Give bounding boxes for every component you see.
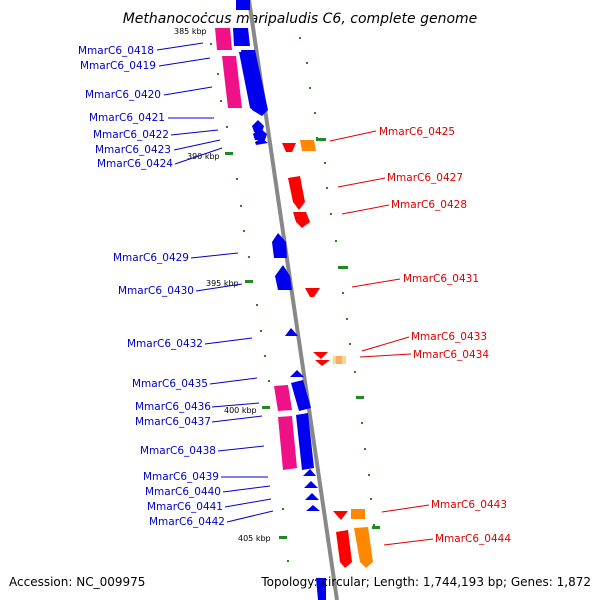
gene-feature-0422[interactable] <box>253 128 267 140</box>
gene-label-0420[interactable]: MmarC6_0420 <box>85 89 161 101</box>
gene-label-0431[interactable]: MmarC6_0431 <box>403 273 479 285</box>
gene-feature-0437-cds[interactable] <box>291 380 311 411</box>
gene-feature-0434-stripe <box>336 356 342 364</box>
gene-label-0441[interactable]: MmarC6_0441 <box>147 501 223 513</box>
gene-feature-0427[interactable] <box>288 176 305 210</box>
gene-feature-0435[interactable] <box>290 370 304 377</box>
gene-feature-0441[interactable] <box>305 493 319 500</box>
gene-feature-0433[interactable] <box>313 352 328 359</box>
right-leader-lines <box>329 130 434 546</box>
left-gene-labels: MmarC6_0418 MmarC6_0419 MmarC6_0420 Mmar… <box>78 45 225 528</box>
gene-feature-0436[interactable] <box>274 385 292 411</box>
gene-label-0427[interactable]: MmarC6_0427 <box>387 172 463 184</box>
gene-feature-0431[interactable] <box>305 288 320 297</box>
gene-label-0444[interactable]: MmarC6_0444 <box>435 533 511 545</box>
ruler-dots <box>205 12 375 562</box>
gene-feature-0419[interactable] <box>222 56 242 108</box>
gene-label-0430[interactable]: MmarC6_0430 <box>118 285 194 297</box>
gene-label-0419[interactable]: MmarC6_0419 <box>80 60 156 72</box>
gene-feature-0438[interactable] <box>296 413 314 470</box>
gene-feature-0430[interactable] <box>275 265 292 290</box>
gene-feature-0425[interactable] <box>300 140 316 151</box>
gene-label-0433[interactable]: MmarC6_0433 <box>411 331 487 343</box>
gene-feature-0434a[interactable] <box>315 360 330 366</box>
gene-label-0435[interactable]: MmarC6_0435 <box>132 378 208 390</box>
gene-feature-0425a[interactable] <box>282 143 296 152</box>
gene-feature-0439[interactable] <box>303 469 316 476</box>
gene-feature-0428[interactable] <box>293 212 310 228</box>
gene-features-middle[interactable] <box>272 233 346 366</box>
tick-label-395: 395 kbp <box>206 279 239 288</box>
gene-label-0440[interactable]: MmarC6_0440 <box>145 486 221 498</box>
gene-feature-0423[interactable] <box>255 138 268 145</box>
gene-feature-0440[interactable] <box>304 481 318 488</box>
gene-label-0436[interactable]: MmarC6_0436 <box>135 401 211 413</box>
gene-feature-0443a[interactable] <box>333 511 348 520</box>
gene-feature-0437[interactable] <box>278 416 297 470</box>
gene-feature-0444[interactable] <box>354 527 373 568</box>
genome-summary-text: Topology: circular; Length: 1,744,193 bp… <box>260 575 591 589</box>
gene-label-0423[interactable]: MmarC6_0423 <box>95 144 171 156</box>
gene-feature-0429[interactable] <box>272 233 287 258</box>
gene-label-0429[interactable]: MmarC6_0429 <box>113 252 189 264</box>
tick-label-385: 385 kbp <box>174 27 207 36</box>
gene-features-lower[interactable] <box>236 0 373 600</box>
gene-label-0422[interactable]: MmarC6_0422 <box>93 129 169 141</box>
gene-feature-0418[interactable] <box>215 28 232 50</box>
gene-label-0434[interactable]: MmarC6_0434 <box>413 349 489 361</box>
gene-label-0443[interactable]: MmarC6_0443 <box>431 499 507 511</box>
accession-text: Accession: NC_009975 <box>9 575 145 589</box>
tick-label-405: 405 kbp <box>238 534 271 543</box>
gene-label-0421[interactable]: MmarC6_0421 <box>89 112 165 124</box>
gene-feature-top[interactable] <box>236 0 250 10</box>
gene-feature-bottom[interactable] <box>316 578 326 600</box>
tick-label-390: 390 kbp <box>187 152 220 161</box>
gene-label-0438[interactable]: MmarC6_0438 <box>140 445 216 457</box>
gene-label-0439[interactable]: MmarC6_0439 <box>143 471 219 483</box>
gene-label-0432[interactable]: MmarC6_0432 <box>127 338 203 350</box>
gene-feature-0442[interactable] <box>306 505 320 511</box>
right-gene-labels: MmarC6_0425 MmarC6_0427 MmarC6_0428 Mmar… <box>379 126 511 545</box>
gene-feature-0420[interactable] <box>241 50 268 116</box>
gene-label-0418[interactable]: MmarC6_0418 <box>78 45 154 57</box>
gene-feature-0444a[interactable] <box>336 530 352 568</box>
gene-features-upper[interactable] <box>215 28 316 228</box>
tick-label-400: 400 kbp <box>224 406 257 415</box>
gene-label-0437[interactable]: MmarC6_0437 <box>135 416 211 428</box>
gene-label-0425[interactable]: MmarC6_0425 <box>379 126 455 138</box>
map-title: Methanococcus maripaludis C6, complete g… <box>123 11 478 27</box>
gene-feature-0432[interactable] <box>285 328 298 336</box>
gene-label-0424[interactable]: MmarC6_0424 <box>97 158 173 170</box>
gene-feature-0443[interactable] <box>351 509 365 519</box>
tick-marks <box>225 138 380 539</box>
gene-label-0428[interactable]: MmarC6_0428 <box>391 199 467 211</box>
gene-feature-0418-cds[interactable] <box>233 28 250 46</box>
gene-label-0442[interactable]: MmarC6_0442 <box>149 516 225 528</box>
left-leader-lines <box>156 42 274 523</box>
